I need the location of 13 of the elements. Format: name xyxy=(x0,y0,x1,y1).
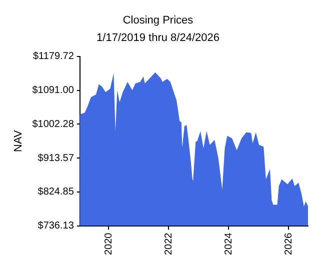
x-tick-label: 2020 xyxy=(103,232,114,256)
y-tick-label: $1002.28 xyxy=(32,118,74,130)
y-axis-title: NAV xyxy=(12,130,25,152)
x-tick-label: 2022 xyxy=(163,232,174,256)
chart-title: Closing Prices xyxy=(122,14,194,27)
x-tick-label: 2024 xyxy=(223,232,234,256)
y-tick-label: $913.57 xyxy=(38,152,74,164)
chart-subtitle: 1/17/2019 thru 8/24/2026 xyxy=(96,32,220,44)
y-tick-label: $1091.00 xyxy=(32,85,74,96)
y-tick-label: $824.85 xyxy=(38,186,74,198)
y-tick-label: $736.13 xyxy=(38,220,74,232)
y-tick-label: $1179.72 xyxy=(32,51,74,62)
x-tick-label: 2026 xyxy=(283,232,294,256)
